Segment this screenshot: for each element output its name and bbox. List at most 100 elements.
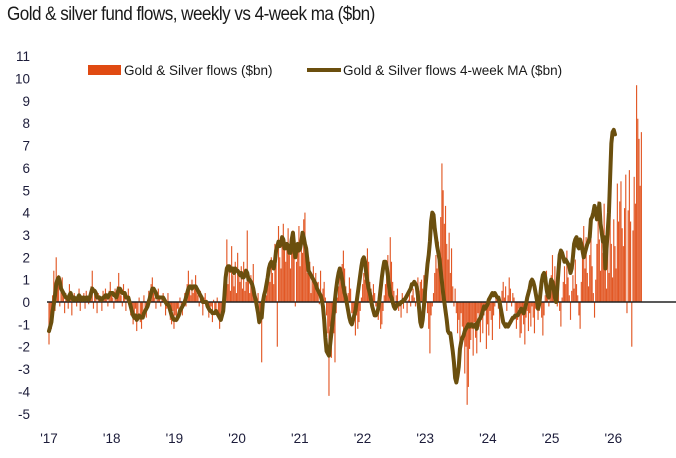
legend: Gold & Silver flows ($bn) Gold & Silver … (88, 63, 562, 78)
flow-bar (196, 288, 198, 302)
flow-bar (587, 286, 590, 302)
flow-bar (381, 302, 383, 325)
flow-bar (579, 302, 581, 329)
flow-bar (393, 290, 395, 302)
flow-bar (453, 302, 455, 307)
flow-bar (501, 290, 503, 302)
flow-bar (233, 286, 235, 302)
flow-bar (164, 302, 167, 316)
flow-bar (598, 239, 600, 302)
flow-bar (592, 293, 594, 302)
flow-bar (599, 270, 602, 302)
flow-bar (59, 302, 61, 307)
flow-bar (71, 302, 73, 316)
flow-bar (593, 302, 596, 318)
flow-bar (327, 302, 329, 334)
flow-bar (48, 302, 50, 345)
flow-bar (172, 302, 174, 311)
flow-bar (446, 243, 448, 302)
flow-bar (499, 302, 501, 329)
flow-bar (304, 212, 306, 302)
flow-bar (95, 297, 97, 302)
legend-line-label: Gold & Silver flows 4-week MA ($bn) (343, 63, 562, 78)
flow-bar (177, 302, 179, 309)
flow-bar (542, 302, 544, 336)
flow-bar (460, 302, 462, 314)
flow-bar (300, 239, 302, 302)
flow-bar (275, 264, 277, 302)
flow-bar (229, 290, 232, 302)
flow-bar (190, 295, 192, 302)
flow-bar (532, 302, 534, 318)
y-tick-label: -1 (18, 317, 30, 332)
flow-bar (466, 302, 468, 405)
flow-bar (121, 302, 123, 307)
flow-bar (319, 270, 322, 302)
flow-bar (544, 295, 546, 302)
flow-bar (583, 226, 585, 302)
flow-bar (506, 302, 508, 311)
flow-bar (235, 293, 238, 302)
flow-bar (447, 259, 449, 302)
flow-bar (395, 295, 397, 302)
flow-bar (513, 297, 515, 302)
flow-bar (464, 302, 466, 374)
flow-bar (527, 302, 530, 332)
flow-bar (561, 297, 563, 302)
flow-bar (518, 302, 520, 309)
flow-bar (508, 277, 510, 302)
flow-bar (586, 272, 588, 302)
weekly-flow-bars (48, 85, 642, 405)
flow-bar (567, 277, 569, 302)
flow-bar (541, 302, 543, 318)
flow-bar (156, 299, 158, 302)
flow-bar (357, 302, 359, 329)
flow-bar (577, 295, 579, 302)
flow-bar (382, 302, 384, 311)
flow-bar (565, 284, 567, 302)
flow-bar (295, 261, 298, 302)
flow-bar (472, 302, 474, 356)
flow-bar (636, 85, 638, 303)
flow-bar (507, 295, 509, 302)
flow-bar (354, 302, 356, 336)
flow-bar (627, 210, 629, 302)
flow-bar (531, 302, 533, 307)
flow-bar (563, 266, 566, 302)
flow-bar (615, 268, 617, 302)
flow-bar (160, 302, 162, 307)
flow-bar (556, 302, 558, 307)
flow-bar (478, 302, 480, 327)
flow-bar (155, 302, 157, 309)
flow-bar (426, 302, 429, 314)
flow-bar (234, 261, 236, 302)
x-tick-label: '24 (479, 431, 497, 446)
flow-bar (625, 174, 627, 302)
flow-bar (512, 293, 514, 302)
flow-bar (265, 295, 268, 302)
flow-bar (610, 243, 612, 302)
flow-bar (197, 295, 199, 302)
flow-bar (412, 288, 414, 302)
flow-bar (398, 302, 400, 311)
y-tick-label: -2 (18, 340, 30, 355)
flow-bar (339, 272, 341, 302)
flow-bar (58, 275, 60, 302)
flow-bar (113, 302, 115, 309)
flow-bar (307, 257, 310, 302)
flow-bar (628, 170, 630, 302)
flow-bar (529, 302, 531, 314)
flow-bar (448, 232, 450, 302)
flow-bar (92, 302, 95, 309)
flow-bar (414, 302, 417, 307)
flow-bar (239, 281, 241, 302)
flow-bar (420, 279, 423, 302)
flow-bar (249, 293, 251, 302)
flow-bar (362, 284, 364, 302)
flow-bar (306, 272, 308, 302)
x-axis-ticks: '17 '18 '19 '20 '21 '22 '23 '24 '25 '26 (40, 431, 622, 446)
flow-bar (402, 302, 405, 309)
flow-bar (198, 302, 200, 307)
y-tick-label: 9 (22, 94, 30, 109)
flow-bar (490, 302, 492, 320)
